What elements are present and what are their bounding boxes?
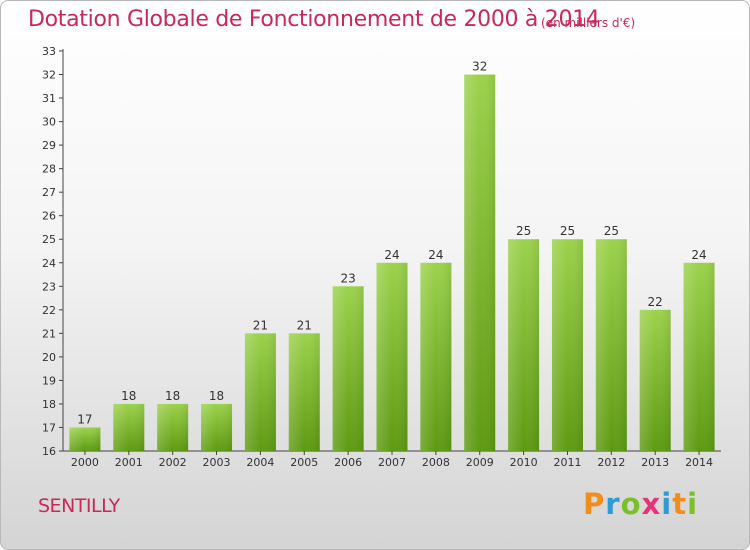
y-tick-label: 33 <box>42 45 56 58</box>
bar-shade-2007 <box>376 262 408 451</box>
y-tick-label: 18 <box>42 398 56 411</box>
value-label-2006: 23 <box>340 271 355 285</box>
y-tick-label: 23 <box>42 280 56 293</box>
value-label-2000: 17 <box>77 412 92 426</box>
value-label-2008: 24 <box>428 248 443 262</box>
y-tick-label: 30 <box>42 116 56 129</box>
x-tick-label-2012: 2012 <box>597 456 625 469</box>
chart-title: Dotation Globale de Fonctionnement de 20… <box>28 7 600 32</box>
value-label-2010: 25 <box>516 224 531 238</box>
bar-shade-2005 <box>288 333 320 451</box>
y-tick-label: 27 <box>42 186 56 199</box>
value-label-2012: 25 <box>604 224 619 238</box>
y-tick-label: 24 <box>42 257 56 270</box>
bar-shade-2001 <box>113 403 145 451</box>
x-tick-label-2008: 2008 <box>422 456 450 469</box>
x-tick-label-2005: 2005 <box>290 456 318 469</box>
bar-shade-2010 <box>508 239 540 451</box>
value-label-2003: 18 <box>209 389 224 403</box>
proxiti-logo: Proxiti <box>583 487 699 521</box>
value-label-2011: 25 <box>560 224 575 238</box>
x-tick-label-2002: 2002 <box>159 456 187 469</box>
y-tick-label: 31 <box>42 92 56 105</box>
value-label-2013: 22 <box>648 295 663 309</box>
y-tick-label: 20 <box>42 351 56 364</box>
x-tick-label-2013: 2013 <box>641 456 669 469</box>
bar-shade-2003 <box>201 403 233 451</box>
y-tick-label: 22 <box>42 304 56 317</box>
bar-shade-2013 <box>639 309 671 451</box>
value-label-2002: 18 <box>165 389 180 403</box>
x-tick-label-2009: 2009 <box>466 456 494 469</box>
bar-shade-2002 <box>157 403 189 451</box>
y-tick-label: 16 <box>42 445 56 458</box>
value-label-2014: 24 <box>691 248 706 262</box>
y-tick-label: 21 <box>42 327 56 340</box>
value-label-2004: 21 <box>253 318 268 332</box>
y-tick-label: 25 <box>42 233 56 246</box>
bar-shade-2011 <box>551 239 583 451</box>
x-tick-label-2011: 2011 <box>553 456 581 469</box>
bar-shade-2006 <box>332 286 364 451</box>
bar-shade-2014 <box>683 262 715 451</box>
x-tick-label-2001: 2001 <box>115 456 143 469</box>
commune-name: SENTILLY <box>38 495 120 517</box>
y-tick-label: 28 <box>42 163 56 176</box>
x-tick-label-2006: 2006 <box>334 456 362 469</box>
unit-note: (en milliers d'€) <box>541 16 636 30</box>
y-tick-label: 29 <box>42 139 56 152</box>
y-tick-label: 26 <box>42 210 56 223</box>
x-tick-label-2014: 2014 <box>685 456 713 469</box>
value-label-2005: 21 <box>297 318 312 332</box>
x-tick-label-2000: 2000 <box>71 456 99 469</box>
bar-shade-2000 <box>69 427 101 451</box>
value-label-2001: 18 <box>121 389 136 403</box>
bar-shade-2009 <box>464 74 496 451</box>
value-label-2007: 24 <box>384 248 399 262</box>
bar-shade-2012 <box>595 239 627 451</box>
x-tick-label-2007: 2007 <box>378 456 406 469</box>
bar-shade-2004 <box>244 333 276 451</box>
bar-shade-2008 <box>420 262 452 451</box>
x-tick-label-2003: 2003 <box>203 456 231 469</box>
y-tick-label: 19 <box>42 374 56 387</box>
y-tick-label: 17 <box>42 421 56 434</box>
x-tick-label-2010: 2010 <box>510 456 538 469</box>
value-label-2009: 32 <box>472 60 487 74</box>
y-tick-label: 32 <box>42 69 56 82</box>
x-tick-label-2004: 2004 <box>246 456 274 469</box>
